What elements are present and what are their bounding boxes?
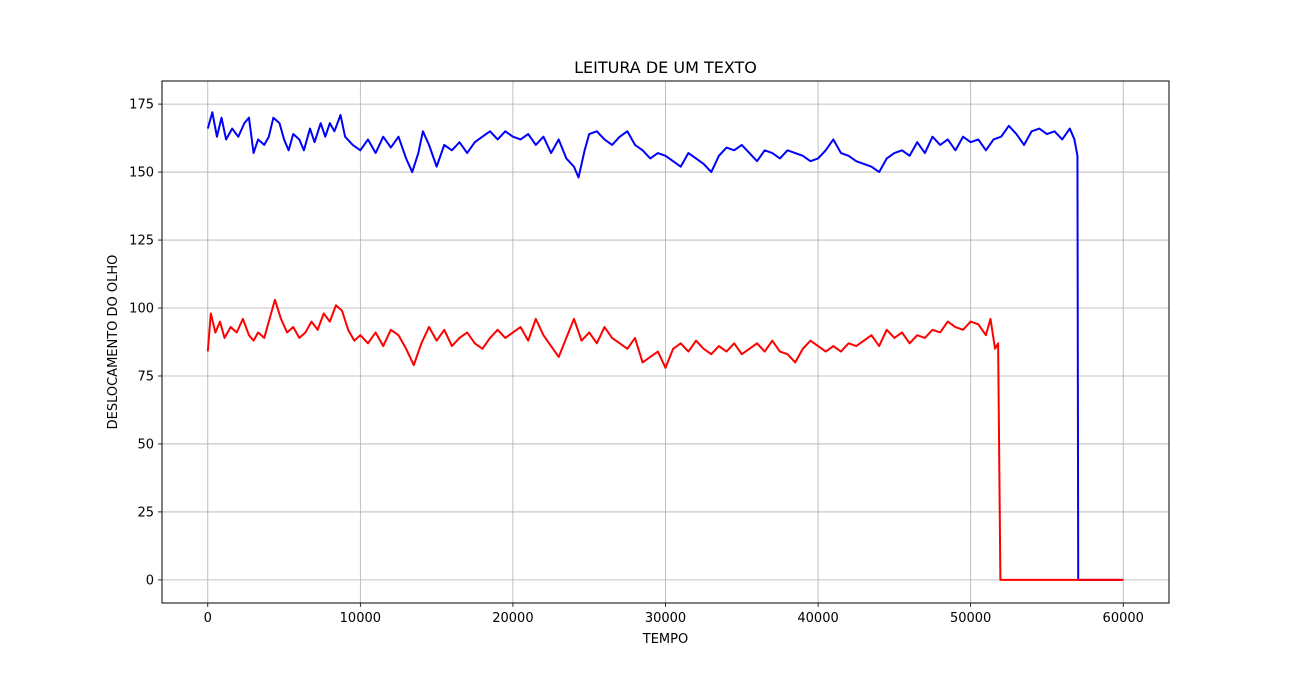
x-axis: 0 10000 20000 30000 40000 50000 60000 xyxy=(204,603,1144,626)
series-line-2 xyxy=(206,298,1124,581)
x-tick-label: 40000 xyxy=(797,611,838,626)
x-tick-label: 20000 xyxy=(492,611,533,626)
x-tick-label: 50000 xyxy=(950,611,991,626)
y-tick-label: 175 xyxy=(129,98,154,113)
y-tick-label: 150 xyxy=(129,166,154,181)
x-tick-label: 10000 xyxy=(340,611,381,626)
chart-title: LEITURA DE UM TEXTO xyxy=(574,58,757,77)
y-tick-label: 25 xyxy=(137,505,154,520)
data-series xyxy=(206,111,1124,581)
x-tick-label: 0 xyxy=(204,611,212,626)
x-axis-title: TEMPO xyxy=(642,632,688,647)
y-tick-label: 75 xyxy=(137,369,154,384)
y-tick-label: 50 xyxy=(137,437,154,452)
y-axis-title: DESLOCAMENTO DO OLHO xyxy=(106,255,121,430)
y-tick-label: 125 xyxy=(129,234,154,249)
y-tick-label: 0 xyxy=(146,573,154,588)
y-tick-label: 100 xyxy=(129,302,154,317)
series-line-1 xyxy=(206,111,1124,581)
x-tick-label: 30000 xyxy=(645,611,686,626)
y-axis: 0 25 50 75 100 125 150 175 xyxy=(129,98,162,588)
x-tick-label: 60000 xyxy=(1103,611,1144,626)
